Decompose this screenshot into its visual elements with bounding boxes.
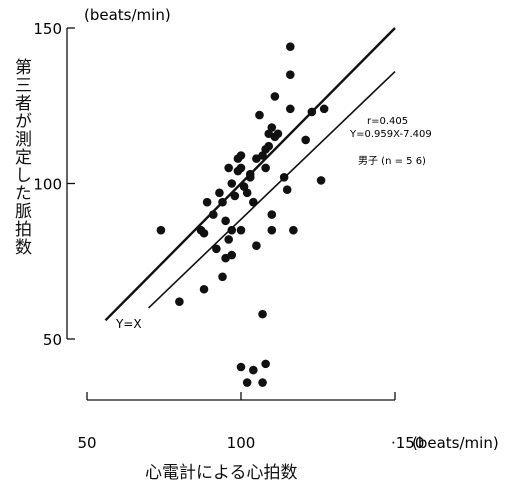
data-point (230, 191, 240, 201)
data-point (212, 244, 221, 254)
data-point (221, 216, 230, 226)
data-point (236, 151, 246, 160)
data-point (227, 250, 237, 260)
axes: 150 100 50 50 100 ·150 (33, 20, 424, 452)
regression-line (148, 70, 396, 309)
data-point (285, 104, 295, 114)
data-point (236, 362, 246, 372)
data-point (227, 179, 237, 188)
data-point (242, 378, 252, 387)
data-point (261, 359, 270, 369)
y-tick-label: 150 (33, 20, 62, 38)
data-point (236, 225, 246, 235)
data-point (301, 135, 310, 145)
data-point (215, 188, 224, 198)
data-point (258, 309, 267, 319)
data-point (252, 241, 261, 250)
data-point (258, 378, 267, 387)
data-point (255, 110, 264, 120)
y-tick-label: 100 (33, 176, 62, 194)
data-point (273, 129, 283, 139)
data-point (319, 104, 329, 114)
data-point (224, 163, 233, 173)
data-point (218, 197, 227, 207)
data-point (316, 176, 326, 185)
correlation-annotation: r=0.405 (367, 116, 408, 127)
data-point (245, 172, 255, 182)
y-tick-label: 50 (43, 331, 62, 349)
data-point (285, 70, 295, 79)
data-point (267, 225, 277, 235)
data-points (156, 42, 329, 387)
line-label-y-equals-x: Y=X (115, 317, 142, 331)
y-axis-label: 第三者が測定した脈拍数 (11, 58, 31, 256)
data-point (175, 297, 184, 306)
data-point (249, 197, 258, 207)
data-point (224, 235, 233, 244)
y-axis-unit: (beats/min) (84, 6, 171, 24)
data-point (242, 188, 252, 198)
data-point (267, 123, 277, 132)
x-axis-unit: (beats/min) (412, 434, 499, 452)
data-point (285, 42, 295, 51)
data-point (218, 272, 227, 282)
data-point (199, 228, 209, 238)
data-point (282, 185, 292, 195)
data-point (264, 141, 274, 151)
data-point (270, 92, 280, 101)
data-point (279, 172, 289, 182)
x-axis-label: 心電計による心拍数 (145, 463, 298, 483)
data-point (249, 365, 258, 375)
data-point (236, 163, 246, 173)
x-tick-label: 100 (227, 434, 256, 452)
data-point (199, 284, 209, 294)
data-point (208, 210, 218, 219)
data-point (261, 163, 270, 173)
data-point (307, 107, 317, 117)
data-point (227, 225, 237, 235)
regression-equation-annotation: Y=0.959X-7.409 (349, 129, 432, 140)
x-tick-label: ·150 (391, 434, 424, 452)
x-tick-label: 50 (77, 434, 96, 452)
data-point (156, 225, 166, 235)
data-point (289, 225, 298, 235)
group-annotation: 男子 (n = 5 6) (358, 155, 426, 167)
data-point (267, 210, 277, 219)
data-point (202, 197, 212, 207)
